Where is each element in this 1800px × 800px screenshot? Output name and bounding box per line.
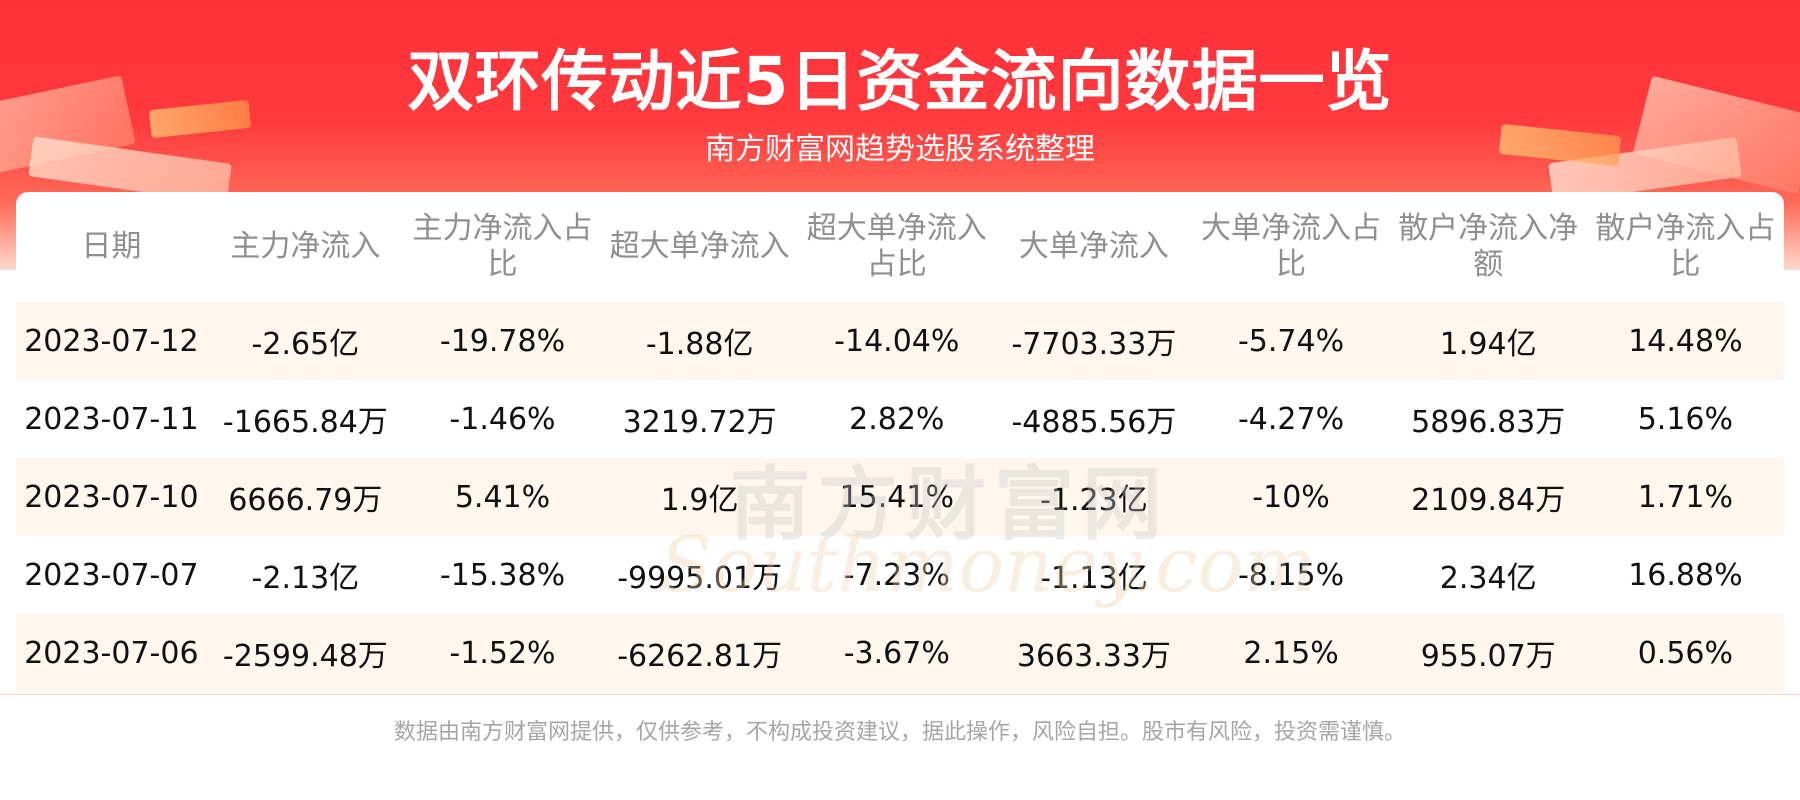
table-cell: 5896.83万 <box>1411 405 1566 440</box>
column-header: 主力净流入占比 <box>412 211 593 282</box>
table-cell: -7.23% <box>843 557 950 593</box>
table-cell: -15.38% <box>439 557 566 593</box>
column-header: 大单净流入 <box>1018 229 1169 264</box>
table-cell: 5.16% <box>1637 401 1734 437</box>
table-cell: -6262.81万 <box>601 614 799 692</box>
table-row: 2023-07-07 -2.13亿 -15.38% -9995.01万 -7.2… <box>16 536 1784 614</box>
table-cell: -7703.33万 <box>995 302 1193 380</box>
table-header-row: 日期 主力净流入 主力净流入占比 超大单净流入 超大单净流入占比 大单净流入 大… <box>16 192 1784 302</box>
table-cell: -2.13亿 <box>251 561 360 596</box>
table-cell: -9995.01万 <box>617 561 783 596</box>
table-cell: -3.67% <box>798 614 996 692</box>
table-cell: 2023-07-11 <box>24 401 199 437</box>
table-cell: 2023-07-12 <box>16 302 207 380</box>
table-row: 2023-07-06 -2599.48万 -1.52% -6262.81万 -3… <box>16 614 1784 692</box>
column-header: 散户净流入占比 <box>1595 211 1776 282</box>
table-cell: 1.71% <box>1586 458 1784 536</box>
table-cell: 2023-07-06 <box>16 614 207 692</box>
table-cell: 2023-07-10 <box>16 458 207 536</box>
disclaimer-text: 数据由南方财富网提供，仅供参考，不构成投资建议，据此操作，风险自担。股市有风险，… <box>393 720 1406 745</box>
table-cell: -1.88亿 <box>601 302 799 380</box>
table-cell: -19.78% <box>403 302 602 380</box>
page-subtitle: 南方财富网趋势选股系统整理 <box>705 132 1095 167</box>
table-cell: 3219.72万 <box>622 405 777 440</box>
table-cell: 2023-07-07 <box>24 557 199 593</box>
table-cell: 6666.79万 <box>206 458 404 536</box>
column-header: 日期 <box>81 229 142 264</box>
table-cell: -10% <box>1192 458 1390 536</box>
footer-divider <box>0 694 1800 695</box>
column-header: 主力净流入 <box>230 229 381 264</box>
table-cell: 1.94亿 <box>1389 302 1587 380</box>
table-cell: 15.41% <box>798 458 996 536</box>
column-header: 散户净流入净额 <box>1398 211 1579 282</box>
table-cell: 14.48% <box>1586 302 1784 380</box>
page-title: 双环传动近5日资金流向数据一览 <box>407 43 1393 120</box>
table-cell: 2109.84万 <box>1389 458 1587 536</box>
table-cell: 2.82% <box>849 401 945 437</box>
table-cell: 0.56% <box>1586 614 1784 692</box>
table-row: 2023-07-11 -1665.84万 -1.46% 3219.72万 2.8… <box>16 380 1784 458</box>
table-cell: 2.15% <box>1192 614 1390 692</box>
table-cell: -1665.84万 <box>222 405 388 440</box>
column-header: 超大单净流入占比 <box>806 211 987 282</box>
table-row: 2023-07-12 -2.65亿 -19.78% -1.88亿 -14.04%… <box>16 302 1784 380</box>
table-cell: 1.9亿 <box>601 458 799 536</box>
table-card <box>16 192 1784 694</box>
table-cell: 16.88% <box>1628 557 1743 593</box>
table-cell: -1.46% <box>449 401 556 437</box>
table-cell: -1.23亿 <box>995 458 1193 536</box>
table-cell: -2.65亿 <box>206 302 404 380</box>
column-header: 大单净流入占比 <box>1201 211 1382 282</box>
column-header: 超大单净流入 <box>609 229 790 264</box>
table-cell: 5.41% <box>403 458 602 536</box>
table-cell: -2599.48万 <box>206 614 404 692</box>
table-cell: 2.34亿 <box>1439 561 1537 596</box>
table-cell: -5.74% <box>1192 302 1390 380</box>
table-cell: 3663.33万 <box>995 614 1193 692</box>
table-cell: -14.04% <box>798 302 996 380</box>
table-cell: 955.07万 <box>1389 614 1587 692</box>
table-cell: -4.27% <box>1237 401 1345 437</box>
table-cell: -1.13亿 <box>1040 561 1148 596</box>
table-row: 2023-07-10 6666.79万 5.41% 1.9亿 15.41% -1… <box>16 458 1784 536</box>
table-cell: -4885.56万 <box>1011 405 1177 440</box>
table-cell: -8.15% <box>1237 557 1345 593</box>
table-cell: -1.52% <box>403 614 602 692</box>
fund-flow-table: 日期 主力净流入 主力净流入占比 超大单净流入 超大单净流入占比 大单净流入 大… <box>16 192 1784 692</box>
